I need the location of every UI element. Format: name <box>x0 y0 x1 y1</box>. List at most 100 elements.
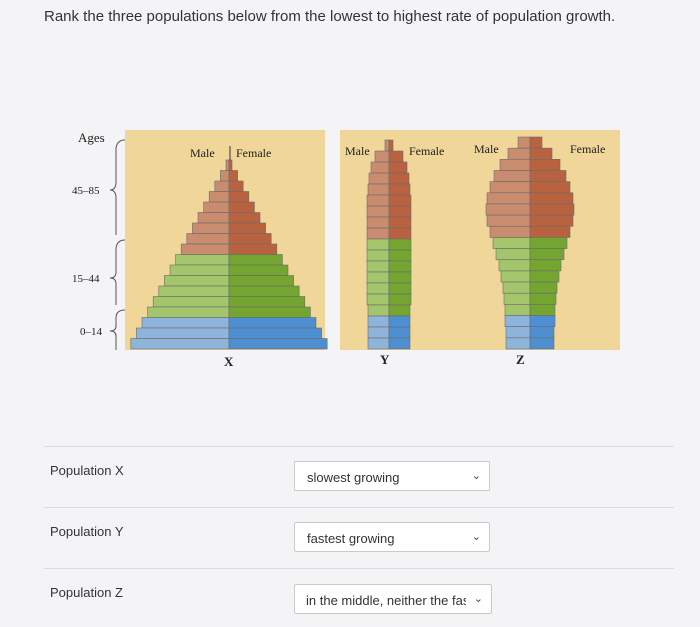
pyramid-y-female-bar <box>388 139 394 152</box>
pyramid-y-male-bar <box>384 139 390 152</box>
pyramid-x-male-bar <box>208 191 230 203</box>
age-group-label: 0–14 <box>80 326 103 338</box>
pyramid-z-male-bar <box>502 281 531 294</box>
pyramid-z-female-bar <box>529 337 555 350</box>
pyramid-x-male-bar <box>220 170 230 182</box>
pyramid-x-female-bar <box>228 170 238 182</box>
pyramid-x-female-bar <box>228 327 322 339</box>
pyramid-z-male-bar <box>489 225 531 238</box>
bracket-0-14 <box>109 309 126 350</box>
select-value: in the middle, neither the fast <box>306 593 466 608</box>
pyramid-z-male-bar <box>505 326 531 339</box>
pyramid-z-male-bar <box>492 237 531 249</box>
pyramid-y-male-bar <box>366 271 390 284</box>
pyramid-z-female-bar <box>529 203 575 216</box>
pyramids-svg: Ages 45–85 15–44 0–14 Male Female Male F… <box>72 130 620 369</box>
pyramid-x-female-bar <box>228 180 244 192</box>
pyramid-z-label: Z <box>516 352 525 367</box>
divider <box>44 446 674 447</box>
pyramid-x-female-bar <box>228 317 317 329</box>
pyramid-y-female-bar <box>388 260 412 273</box>
pyramid-y-female-bar <box>388 150 404 163</box>
pyramid-z-male-bar <box>504 304 531 316</box>
pyramid-y-female-bar <box>388 194 412 207</box>
pyramid-y-male-bar <box>366 194 390 207</box>
question-text: Rank the three populations below from th… <box>44 8 616 25</box>
pyramid-y-male-bar <box>367 304 390 317</box>
age-group-label: 15–44 <box>72 273 100 285</box>
pyramid-x-female-bar <box>228 254 283 266</box>
pyramid-y-female-bar <box>388 326 411 339</box>
pyramid-y-female-bar <box>388 337 411 350</box>
pyramid-z-female-bar <box>529 225 571 238</box>
pyramid-x-male-bar <box>130 338 230 350</box>
pyramid-y-female-bar <box>388 293 412 306</box>
pyramid-z-male-bar <box>507 147 531 160</box>
pyramid-x-female-bar <box>228 285 300 297</box>
pyramid-z-female-bar <box>529 170 567 182</box>
pyramid-x-label: X <box>224 354 234 369</box>
pyramid-z-male-bar <box>498 259 531 272</box>
divider <box>44 507 674 508</box>
pyramid-y-female-bar <box>388 216 412 229</box>
male-label: Male <box>345 144 370 158</box>
pyramid-y-female-bar <box>388 249 412 262</box>
chevron-down-icon: ⌄ <box>471 470 481 482</box>
pyramid-x-female-bar <box>228 306 311 318</box>
pyramid-z-female-bar <box>529 270 560 283</box>
pyramid-z-male-bar <box>493 170 531 182</box>
pyramid-x-female-bar <box>228 201 255 213</box>
select-value: fastest growing <box>307 531 395 546</box>
chevron-down-icon: ⌄ <box>473 593 483 605</box>
female-label: Female <box>236 146 271 160</box>
pyramid-y-female-bar <box>388 315 411 328</box>
pyramid-z-female-bar <box>529 181 571 194</box>
pyramid-y-male-bar <box>368 172 390 185</box>
pyramid-z-male-bar <box>489 181 531 194</box>
pyramid-x-male-bar <box>192 222 230 234</box>
pyramid-z-female-bar <box>529 292 557 305</box>
pyramid-y-male-bar <box>366 293 390 306</box>
population-z-select[interactable]: in the middle, neither the fast ⌄ <box>294 584 492 614</box>
pyramid-z-male-bar <box>505 337 531 350</box>
pyramid-y-female-bar <box>388 183 411 196</box>
pyramid-y-male-bar <box>367 326 390 339</box>
pyramid-y-male-bar <box>374 150 390 163</box>
population-y-select[interactable]: fastest growing ⌄ <box>294 522 490 552</box>
pyramid-x-male-bar <box>136 327 230 339</box>
pyramid-y-male-bar <box>367 315 390 328</box>
pyramid-z-male-bar <box>495 248 531 261</box>
pyramid-x-female-bar <box>228 264 289 276</box>
pyramid-x-female-bar <box>228 296 306 308</box>
pyramid-x-male-bar <box>225 159 230 171</box>
pyramid-x-male-bar <box>203 201 230 213</box>
pyramid-z-male-bar <box>485 203 531 216</box>
pyramid-x-male-bar <box>152 296 230 308</box>
pyramid-x-female-bar <box>228 212 261 224</box>
pyramid-y-label: Y <box>380 352 390 367</box>
pyramid-x-female-bar <box>228 191 250 203</box>
pyramid-y-female-bar <box>388 238 412 251</box>
select-value: slowest growing <box>307 470 400 485</box>
pyramid-y-male-bar <box>367 337 390 350</box>
pyramid-x-male-bar <box>197 212 230 224</box>
pyramid-z-male-bar <box>486 192 531 205</box>
population-z-label: Population Z <box>50 585 123 600</box>
pyramid-y-male-bar <box>367 183 390 196</box>
pyramid-y-male-bar <box>370 161 390 174</box>
pyramid-z-female-bar <box>529 136 543 149</box>
pyramid-z-male-bar <box>503 292 531 305</box>
pyramid-x-male-bar <box>141 317 230 329</box>
pyramid-z-female-bar <box>529 326 555 339</box>
pyramid-y-female-bar <box>388 304 411 317</box>
chevron-down-icon: ⌄ <box>471 531 481 543</box>
population-x-select[interactable]: slowest growing ⌄ <box>294 461 490 491</box>
pyramid-y-male-bar <box>366 205 390 218</box>
bracket-45-85 <box>109 139 126 235</box>
pyramid-x-male-bar <box>158 285 230 297</box>
population-y-label: Population Y <box>50 524 124 539</box>
pyramid-y-female-bar <box>388 161 408 174</box>
pyramid-x-female-bar <box>228 159 233 171</box>
pyramid-z-female-bar <box>529 214 574 227</box>
pyramid-y-male-bar <box>366 260 390 273</box>
